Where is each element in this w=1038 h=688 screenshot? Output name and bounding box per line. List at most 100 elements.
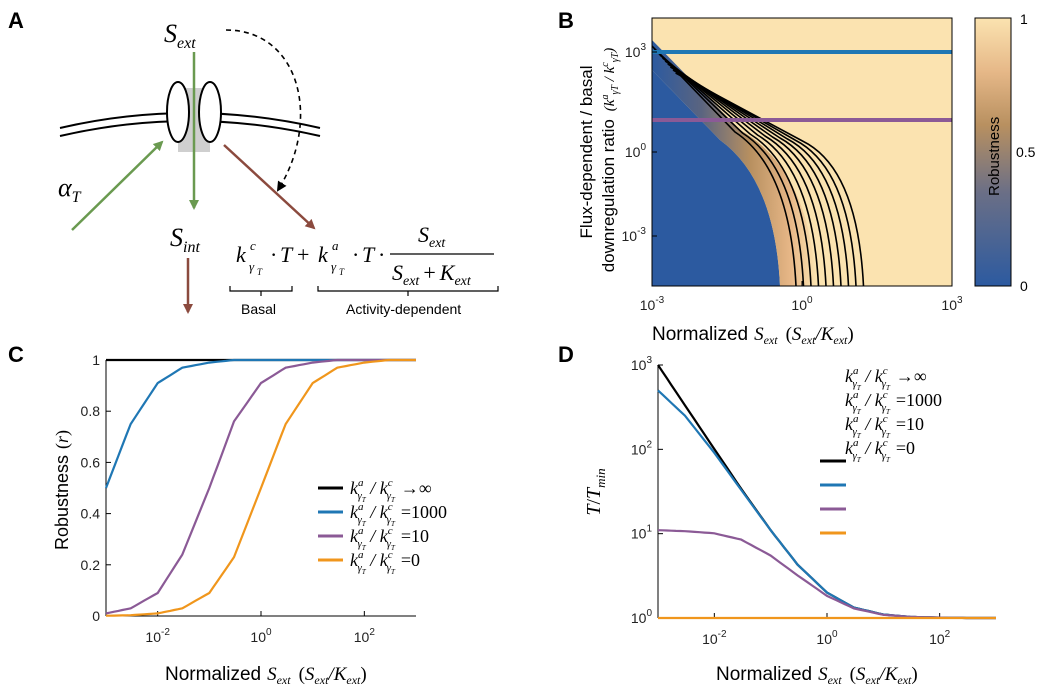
activity-label: Activity-dependent (346, 301, 461, 317)
panel-a: A Sext Sint αT k c γ T · T + k a γ T (8, 8, 499, 317)
eq-plus: + (297, 242, 309, 267)
series-line (105, 358, 416, 615)
y-tick-label: 0 (92, 608, 100, 624)
s-ext-label: Sext (164, 19, 196, 52)
heatmap-xlabel: Normalized Sext (Sext/Kext) (652, 324, 854, 347)
y-tick-label: 0.4 (81, 506, 101, 522)
legend-entry: ka γT / kc γT→∞ (845, 365, 927, 392)
y-tick-label: 0.6 (81, 454, 101, 470)
panel-d: D 10-2 100 102 100 101 102 103 T/Tmin Normaliz… (558, 342, 996, 687)
x-tick-label: 100 (816, 629, 838, 647)
eq-denominator: Sext + Kext (392, 260, 472, 289)
activity-brace (317, 286, 499, 296)
panel-letter-d: D (558, 342, 574, 367)
y-tick-label: 0.8 (81, 403, 101, 419)
colorbar-tick-1: 1 (1020, 11, 1028, 27)
heatmap-ticks: 10-3 100 103 10-3 100 103 (622, 42, 963, 313)
legend-entry: ka γT / kc γT=1000 (845, 389, 942, 416)
heatmap-area (652, 18, 952, 286)
contour-line (652, 45, 797, 286)
y-tick-label: 1 (92, 352, 100, 368)
x-tick-label: 100 (250, 627, 272, 645)
eq-k-basal: k (236, 242, 247, 267)
x-tick-label: 102 (929, 629, 951, 647)
s-int-label: Sint (170, 223, 200, 256)
heatmap-y-tick-label: 103 (625, 42, 647, 60)
expression-ylabel: T/Tmin (583, 468, 608, 515)
heatmap-x-tick-label: 103 (941, 295, 963, 313)
contour-line (667, 63, 842, 286)
eq-gamma-sub: γ (249, 259, 255, 274)
transporter-right (198, 81, 222, 143)
eq-t2: T (362, 242, 376, 267)
contour-line (659, 54, 820, 286)
heatmap-low-region (652, 70, 780, 286)
series-line (657, 389, 996, 620)
series-line (657, 364, 996, 620)
eq-dot1: · (270, 242, 277, 267)
legend-entry: ka γT / kc γT=10 (845, 413, 924, 440)
panel-letter-b: B (558, 8, 574, 33)
series-line (657, 529, 996, 620)
alpha-t-label: αT (58, 173, 82, 206)
y-tick-label: 100 (631, 608, 653, 626)
heatmap-ylabel-line1: Flux-dependent / basal (577, 66, 596, 239)
x-tick-label: 10-2 (702, 629, 727, 647)
y-tick-label: 101 (631, 524, 653, 542)
panel-letter-a: A (8, 8, 24, 33)
heatmap-transition-band (652, 40, 816, 286)
colorbar-tick-0: 0 (1020, 278, 1028, 294)
heatmap-y-tick-label: 100 (625, 142, 647, 160)
eq-c-sup: c (250, 238, 256, 253)
series-line (104, 358, 416, 489)
transporter-left (166, 81, 190, 143)
eq-k-act: k (318, 242, 329, 267)
eq-dot3: · (378, 242, 385, 267)
basal-label: Basal (241, 301, 276, 317)
contour-line (669, 66, 850, 286)
basal-brace (229, 286, 293, 296)
contour-line (672, 69, 857, 286)
heatmap-x-tick-label: 100 (791, 295, 813, 313)
expression-plot: 10-2 100 102 100 101 102 103 (631, 355, 996, 647)
panel-letter-c: C (8, 342, 24, 367)
panel-b: B 10-3 100 103 10-3 100 103 Flux-dependent / … (558, 8, 1036, 347)
y-tick-label: 103 (631, 355, 653, 373)
contour-line (664, 60, 835, 286)
alpha-arrow (71, 140, 164, 231)
colorbar (974, 17, 1012, 287)
contour-line (656, 51, 812, 286)
contour-line (654, 48, 805, 286)
contour-line (675, 72, 865, 286)
y-tick-label: 0.2 (81, 557, 101, 573)
robustness-plot: 10-2 100 102 0 0.2 0.4 0.6 0.8 1 (81, 352, 416, 645)
colorbar-tick-05: 0.5 (1016, 144, 1036, 160)
legend-entry: ka γT / kc γT=0 (350, 549, 420, 576)
y-tick-label: 102 (631, 439, 653, 457)
eq-a-sup: a (332, 238, 339, 253)
eq-numerator: Sext (418, 222, 446, 251)
colorbar-label: Robustness (986, 117, 1003, 196)
legend-entry: ka γT / kc γT=0 (845, 437, 915, 464)
legend-entry: ka γT / kc γT=1000 (350, 501, 447, 528)
eq-gamma-sub2: γ (331, 259, 337, 274)
heatmap-ylabel: Flux-dependent / basal downregulation ra… (577, 48, 621, 273)
eq-gamma-t-sub: T (257, 267, 263, 277)
feedback-dashed-arrow (225, 29, 302, 192)
heatmap-y-tick-label: 10-3 (622, 226, 647, 244)
expression-xlabel: Normalized Sext (Sext/Kext) (716, 664, 918, 687)
series-line (106, 358, 416, 617)
heatmap-x-tick-label: 10-3 (640, 295, 665, 313)
eq-dot2: · (352, 242, 359, 267)
eq-t1: T (280, 242, 294, 267)
downregulation-arrow (223, 144, 316, 230)
panel-c: C 10-2 100 102 0 0.2 0.4 0.6 0.8 1 Robustness(r)… (8, 342, 447, 687)
heatmap-contours (652, 45, 865, 286)
x-tick-label: 102 (354, 627, 376, 645)
legend-entry: ka γT / kc γT=10 (350, 525, 429, 552)
contour-line (662, 57, 827, 286)
eq-gamma-t-sub2: T (339, 267, 345, 277)
